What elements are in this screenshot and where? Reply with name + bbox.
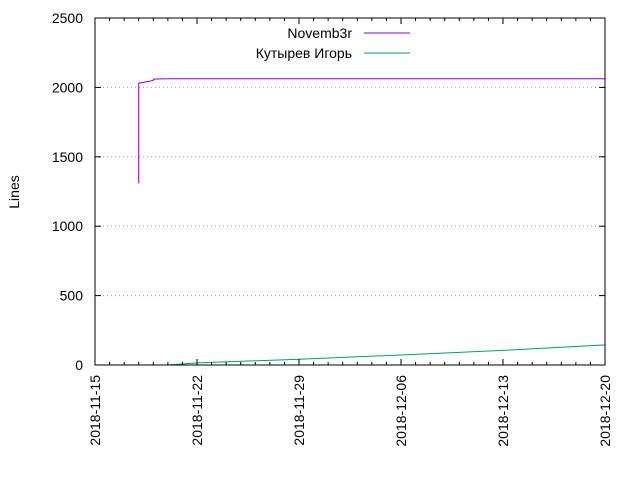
x-tick-label: 2018-11-22 (189, 375, 205, 446)
legend-label: Кутырев Игорь (256, 45, 352, 61)
y-tick-label: 0 (75, 357, 83, 373)
y-tick-label: 2000 (52, 79, 83, 95)
x-tick-label: 2018-12-06 (393, 375, 409, 447)
x-tick-label: 2018-12-20 (597, 375, 613, 447)
series-line-1 (167, 326, 606, 366)
y-tick-label: 500 (60, 288, 84, 304)
y-tick-label: 1500 (52, 149, 83, 165)
legend-label: Novemb3r (287, 25, 352, 41)
x-tick-label: 2018-12-13 (495, 375, 511, 447)
x-tick-label: 2018-11-15 (87, 375, 103, 446)
y-axis-title: Lines (6, 175, 22, 208)
ticks-layer: 0 500 1000 1500 2000 2500 2018-11-15 2018-11-22… (52, 10, 613, 447)
legend: Novemb3r Кутырев Игорь (256, 25, 410, 61)
x-tick-label: 2018-11-29 (291, 375, 307, 446)
series-layer (138, 78, 606, 366)
y-tick-label: 2500 (52, 10, 83, 26)
plot-frame (94, 17, 606, 366)
series-line-0 (138, 78, 605, 184)
grid-layer (95, 86, 605, 297)
y-tick-label: 1000 (52, 218, 83, 234)
